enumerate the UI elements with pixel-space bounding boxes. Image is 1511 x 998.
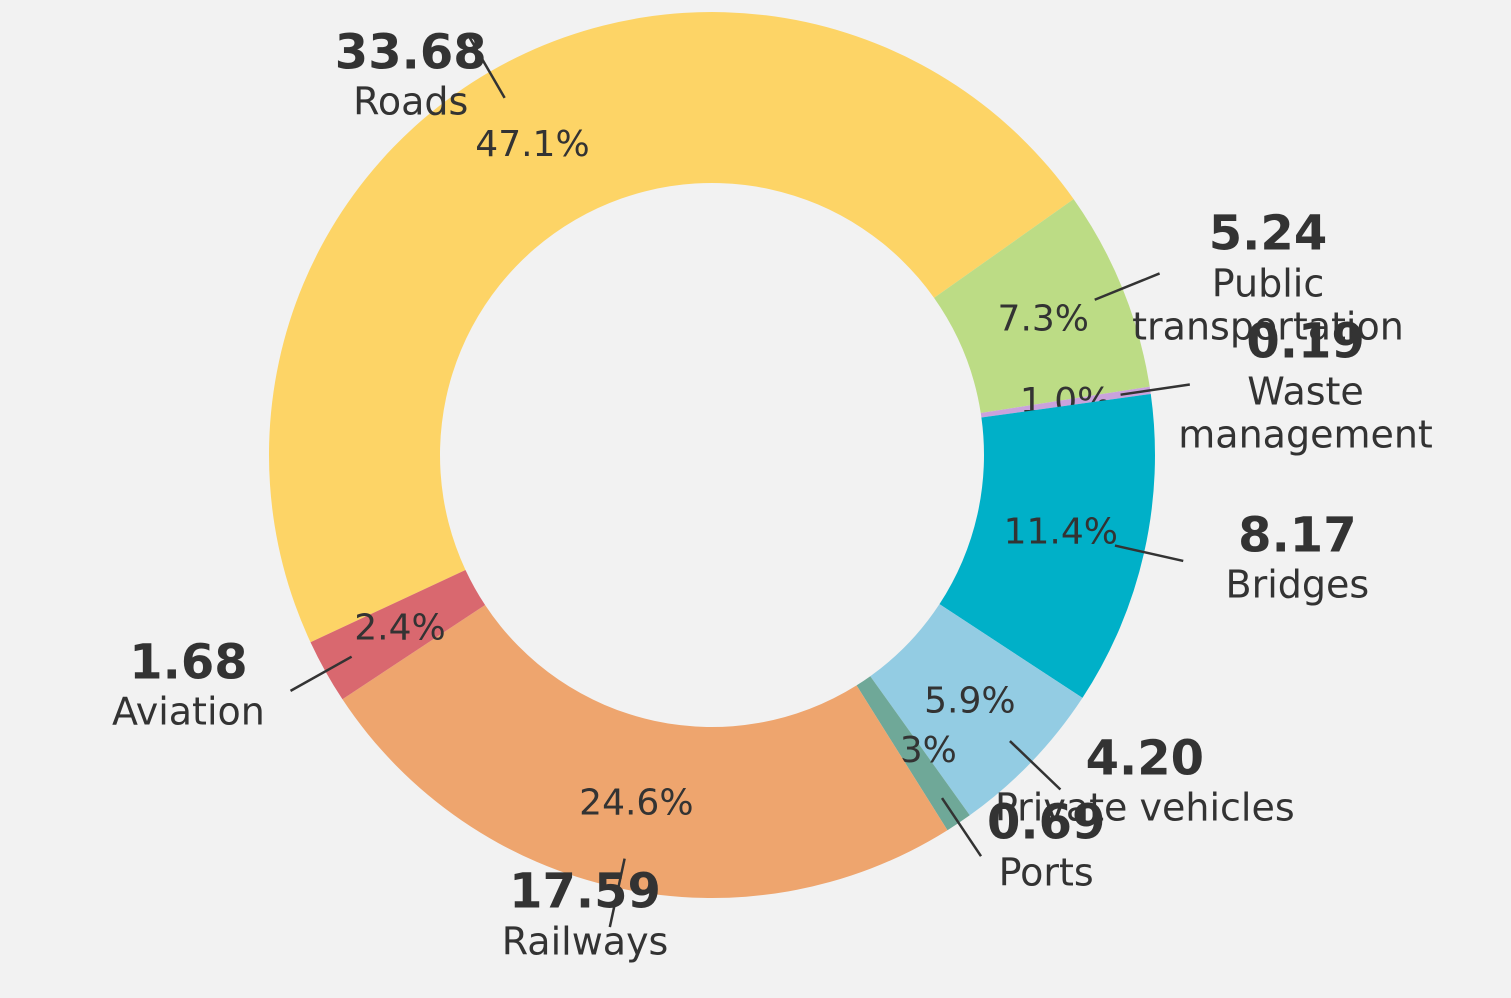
value-label: 5.24: [1208, 206, 1328, 263]
percent-label: 24.6%: [579, 782, 693, 823]
slice: [939, 393, 1155, 698]
value-label: 1.68: [129, 634, 248, 691]
slice-label: 5.24 Public transportation: [1118, 206, 1418, 350]
slice: [310, 569, 486, 700]
category-label: Public transportation: [1132, 261, 1404, 349]
category-label: Ports: [998, 850, 1094, 895]
slice: [856, 676, 970, 831]
slice-label: 4.20 Private vehicles: [994, 730, 1295, 830]
leader-line: [1094, 272, 1161, 301]
percent-label: 5.9%: [924, 681, 1015, 722]
slice-label: 1.68 Aviation: [38, 634, 338, 734]
category-label: Railways: [501, 919, 669, 964]
percent-label: 2.4%: [354, 608, 445, 649]
percent-label: 11.4%: [1004, 511, 1118, 552]
value-label: 8.17: [1238, 507, 1357, 564]
slice-label: 17.59 Railways: [435, 863, 735, 964]
category-label: Waste management: [1178, 369, 1433, 457]
leader-line: [289, 655, 353, 692]
category-label: Bridges: [1225, 562, 1370, 607]
value-label: 17.59: [509, 863, 661, 920]
value-label: 0.19: [1246, 314, 1365, 371]
category-label: Roads: [353, 79, 469, 124]
leader-line: [608, 858, 626, 928]
slice-label: 8.17 Bridges: [1147, 507, 1447, 608]
leader-line: [940, 797, 983, 857]
slice: [269, 12, 1074, 643]
leader-line: [468, 36, 506, 99]
slice-label: 0.69 Ports: [896, 794, 1196, 895]
slice: [934, 199, 1150, 414]
slice: [870, 604, 1083, 816]
percent-label: 47.1%: [475, 124, 589, 165]
value-label: 0.69: [986, 794, 1106, 851]
value-label: 4.20: [1085, 730, 1205, 787]
slice-label: 33.68 Roads: [261, 24, 561, 125]
category-label: Aviation: [111, 689, 265, 734]
category-label: Private vehicles: [994, 785, 1295, 830]
leader-line: [1120, 383, 1191, 396]
slice: [342, 604, 948, 898]
value-label: 33.68: [334, 24, 487, 81]
slice-label: 0.19 Waste management: [1156, 314, 1456, 458]
slice: [980, 386, 1151, 418]
leader-line: [1114, 544, 1184, 563]
leader-line: [1009, 740, 1062, 791]
percent-label: 7.3%: [998, 299, 1089, 340]
